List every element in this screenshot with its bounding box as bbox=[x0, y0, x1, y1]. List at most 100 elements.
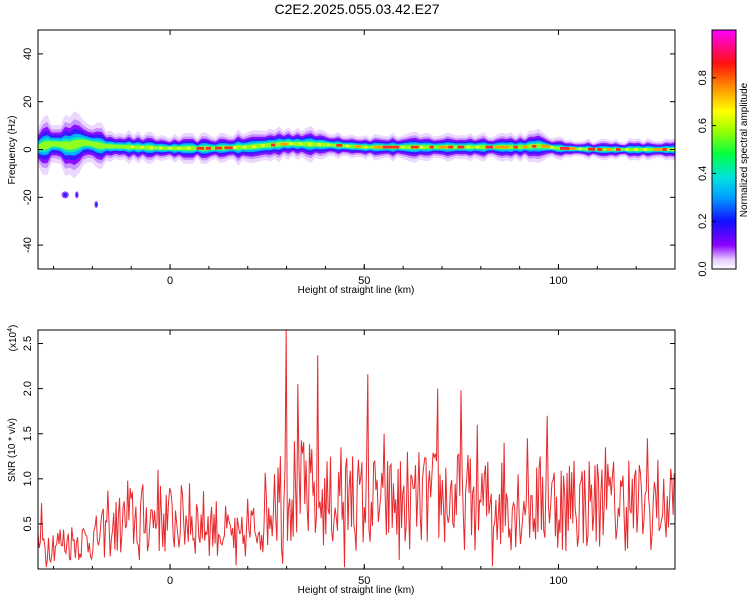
spectrogram-heatmap bbox=[38, 111, 675, 208]
spectrogram-xtick-label: 100 bbox=[549, 275, 567, 287]
snr-axes: 0 50 100 0.5 1.0 1.5 2.0 2.5 bbox=[22, 330, 676, 587]
spectrogram-axes: 0 50 100 -40 -20 0 20 40 bbox=[22, 30, 676, 287]
spectrogram-peak bbox=[513, 145, 518, 149]
snr-ytick-label: 0.5 bbox=[22, 516, 34, 531]
spectrogram-ytick-label: 20 bbox=[22, 96, 34, 108]
spectrogram-peak bbox=[476, 145, 480, 149]
spectrogram-peak bbox=[308, 142, 312, 146]
spectrogram-peak bbox=[466, 145, 470, 149]
snr-multiplier: (x104) bbox=[7, 325, 19, 352]
snr-ytick-label: 2.0 bbox=[22, 381, 34, 396]
spectrogram-ylabel: Frequency (Hz) bbox=[7, 116, 18, 185]
spectrogram-peak bbox=[485, 145, 494, 149]
spectrogram-peak bbox=[588, 147, 596, 151]
spectrogram-peak bbox=[317, 143, 321, 146]
snr-xlabel: Height of straight line (km) bbox=[298, 585, 415, 596]
spectrogram-peak bbox=[569, 147, 576, 150]
spectrogram-peak bbox=[299, 142, 302, 146]
snr-frame bbox=[37, 329, 676, 570]
snr-xtick-label: 100 bbox=[549, 575, 567, 587]
spectrogram-peak bbox=[522, 145, 528, 149]
spectrogram-peak bbox=[616, 148, 621, 151]
snr-ylabel: SNR (10 * v/v) bbox=[7, 418, 18, 482]
spectrogram-peak bbox=[149, 146, 153, 150]
snr-ytick-label: 1.5 bbox=[22, 426, 34, 441]
spectrogram-xtick-label: 0 bbox=[167, 275, 173, 287]
spectrogram-peak bbox=[606, 148, 612, 151]
spectrogram-peak bbox=[541, 144, 551, 148]
spectrogram-peak bbox=[289, 142, 293, 145]
colorbar: 0.0 0.2 0.4 0.6 0.8 Normalized spectral ampl… bbox=[697, 29, 750, 277]
spectrogram-ytick-label: 40 bbox=[22, 48, 34, 60]
spectrogram-peak bbox=[131, 145, 135, 149]
spectrogram-peak bbox=[597, 148, 603, 151]
spectrogram-xlabel: Height of straight line (km) bbox=[298, 285, 415, 296]
spectrogram-peak bbox=[177, 146, 181, 150]
spectrogram-peak bbox=[345, 144, 349, 148]
spectrogram-peak bbox=[233, 146, 237, 149]
spectrogram-peak bbox=[410, 145, 419, 149]
spectrogram-peak bbox=[336, 144, 343, 147]
snr-panel: 0 50 100 0.5 1.0 1.5 2.0 2.5 Height of straight… bbox=[7, 325, 676, 596]
snr-ytick-label: 2.5 bbox=[22, 336, 34, 351]
spectrogram-peak bbox=[327, 143, 330, 147]
spectrogram-peak bbox=[448, 145, 454, 149]
spectrogram-peak bbox=[438, 145, 449, 149]
snr-series-line bbox=[38, 330, 675, 568]
spectrogram-peak bbox=[662, 148, 667, 151]
snr-xtick-label: 0 bbox=[167, 575, 173, 587]
spectrogram-outlier-core-1 bbox=[75, 193, 78, 197]
spectrogram-peak bbox=[252, 145, 256, 149]
spectrogram-outlier-core-2 bbox=[95, 202, 98, 207]
colorbar-frame bbox=[711, 29, 737, 270]
spectrogram-peak bbox=[504, 145, 510, 149]
colorbar-ticks: 0.0 0.2 0.4 0.6 0.8 bbox=[697, 70, 716, 277]
colorbar-tick-label: 0.6 bbox=[697, 118, 709, 133]
spectrogram-panel: 0 50 100 -40 -20 0 20 40 Height of straight lin… bbox=[7, 29, 676, 296]
spectrogram-peak bbox=[215, 146, 223, 150]
spectrogram-peak bbox=[382, 145, 393, 149]
spectrogram-peak bbox=[168, 146, 172, 150]
spectrogram-peak bbox=[261, 144, 265, 148]
spectrogram-peak bbox=[373, 145, 384, 149]
spectrogram-peak bbox=[243, 145, 247, 149]
colorbar-tick-label: 0.8 bbox=[697, 70, 709, 85]
spectrogram-peak bbox=[643, 148, 647, 151]
spectrogram-peak bbox=[550, 145, 554, 149]
spectrogram-peak bbox=[420, 145, 424, 149]
spectrogram-peak bbox=[653, 148, 663, 151]
spectrogram-ytick-label: -20 bbox=[22, 189, 34, 205]
spectrogram-peak bbox=[457, 145, 465, 149]
spectrogram-peak bbox=[560, 147, 570, 150]
spectrogram-peak bbox=[578, 147, 582, 151]
colorbar-tick-label: 0.0 bbox=[697, 261, 709, 276]
spectrogram-ytick-label: -40 bbox=[22, 237, 34, 253]
spectrogram-peak bbox=[364, 145, 368, 149]
spectrogram-peak bbox=[280, 142, 288, 146]
spectrogram-peak bbox=[196, 146, 205, 150]
snr-xtick-label: 50 bbox=[358, 575, 370, 587]
spectrogram-peak bbox=[224, 146, 233, 150]
spectrogram-peak bbox=[532, 144, 537, 148]
spectrogram-outlier-core-0 bbox=[63, 193, 67, 197]
spectrogram-peak bbox=[625, 148, 629, 151]
spectrogram-peak bbox=[634, 148, 638, 151]
spectrogram-peak bbox=[401, 145, 405, 149]
colorbar-label: Normalized spectral amplitude bbox=[739, 82, 750, 217]
colorbar-gradient bbox=[712, 30, 736, 269]
spectrogram-peak bbox=[494, 145, 505, 149]
spectrogram-peak bbox=[271, 143, 276, 147]
spectrogram-peak bbox=[187, 146, 191, 150]
spectrogram-peak bbox=[159, 146, 163, 150]
snr-ytick-label: 1.0 bbox=[22, 471, 34, 486]
spectrogram-xtick-label: 50 bbox=[358, 275, 370, 287]
spectrogram-peak bbox=[354, 145, 361, 148]
colorbar-tick-label: 0.4 bbox=[697, 166, 709, 181]
spectrogram-peak bbox=[392, 145, 400, 149]
spectrogram-ytick-label: 0 bbox=[22, 146, 34, 152]
spectrogram-peak bbox=[429, 145, 434, 149]
chart-title: C2E2.2025.055.03.42.E27 bbox=[274, 1, 439, 17]
spectrogram-peak bbox=[205, 146, 212, 150]
spectrogram-peak bbox=[140, 146, 144, 149]
